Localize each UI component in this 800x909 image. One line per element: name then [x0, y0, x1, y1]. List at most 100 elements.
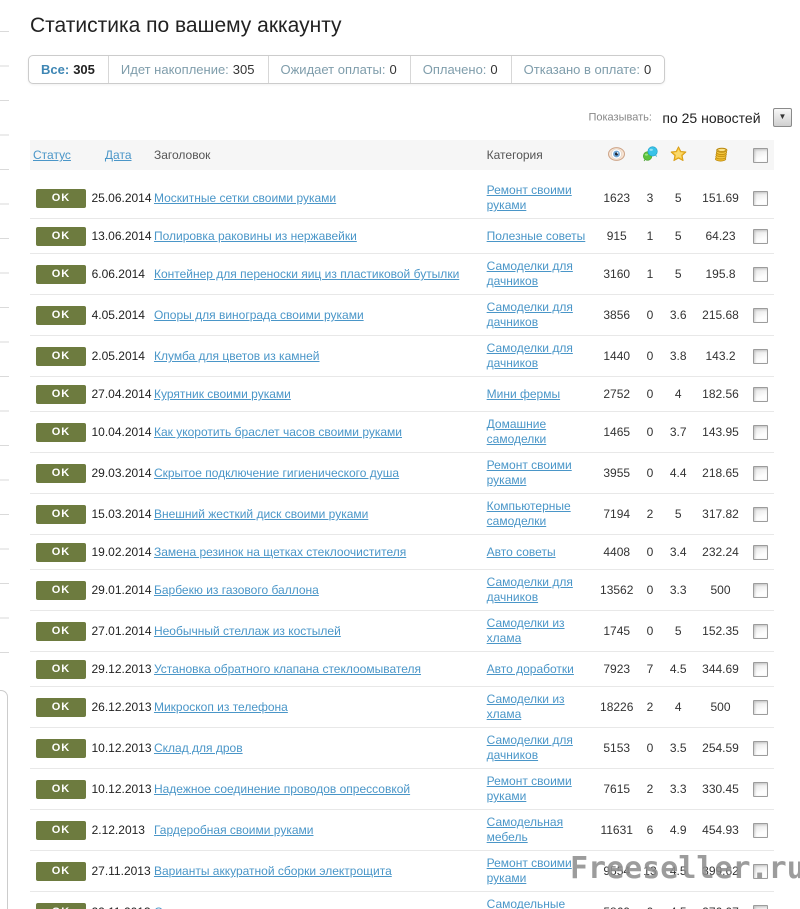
page-title: Статистика по вашему аккаунту: [30, 14, 342, 37]
row-date: 4.05.2014: [88, 294, 151, 336]
row-checkbox[interactable]: [753, 623, 769, 639]
rating-value: 4: [663, 376, 694, 412]
rating-value: 3.6: [663, 294, 694, 336]
views-count: 1745: [596, 610, 637, 652]
row-title-link[interactable]: Ставим диодные лампочки в кухонную вытяж…: [154, 905, 420, 909]
rating-value: 5: [663, 253, 694, 295]
row-title-link[interactable]: Опоры для винограда своими руками: [153, 308, 364, 322]
money-value: 254.59: [693, 727, 748, 769]
row-category-link[interactable]: Самоделки для дачников: [486, 733, 573, 762]
row-category-link[interactable]: Ремонт своими руками: [486, 774, 572, 803]
tab-label: Все:: [41, 62, 70, 77]
views-count: 7923: [596, 651, 637, 687]
comments-count: 0: [636, 891, 664, 909]
rating-value: 4.4: [663, 452, 694, 494]
row-checkbox[interactable]: [753, 190, 769, 206]
chevron-down-icon[interactable]: ▼: [773, 108, 792, 127]
row-checkbox[interactable]: [753, 582, 769, 598]
row-category-link[interactable]: Самоделки из хлама: [486, 692, 565, 721]
status-filter-tab[interactable]: Идет накопление: 305: [109, 56, 269, 83]
row-title-link[interactable]: Замена резинок на щетках стеклоочистител…: [153, 545, 407, 559]
row-category-link[interactable]: Компьютерные самоделки: [486, 499, 571, 528]
select-all-checkbox[interactable]: [753, 147, 769, 163]
row-category-link[interactable]: Домашние самоделки: [486, 417, 547, 446]
row-checkbox[interactable]: [753, 506, 769, 522]
money-value: 232.24: [693, 534, 748, 570]
row-checkbox[interactable]: [753, 863, 769, 879]
row-title-link[interactable]: Москитные сетки своими руками: [153, 191, 337, 205]
row-category-link[interactable]: Самодельная мебель: [486, 815, 564, 844]
row-title-link[interactable]: Гардеробная своими руками: [153, 823, 314, 837]
views-count: 11631: [596, 809, 637, 851]
row-checkbox[interactable]: [753, 465, 769, 481]
row-title-link[interactable]: Установка обратного клапана стеклоомыват…: [153, 662, 422, 676]
row-checkbox[interactable]: [753, 781, 769, 797]
row-checkbox[interactable]: [753, 307, 769, 323]
row-checkbox[interactable]: [753, 740, 769, 756]
row-checkbox[interactable]: [753, 822, 769, 838]
status-filter-tab[interactable]: Отказано в оплате: 0: [512, 56, 665, 83]
status-badge: OK: [36, 542, 86, 562]
views-count: 1440: [596, 335, 637, 377]
row-title-link[interactable]: Надежное соединение проводов опрессовкой: [153, 782, 411, 796]
status-badge: OK: [36, 861, 86, 881]
comments-count: 0: [636, 452, 664, 494]
row-date: 15.03.2014: [88, 493, 152, 535]
row-title-link[interactable]: Курятник своими руками: [153, 387, 291, 401]
row-checkbox[interactable]: [753, 661, 769, 677]
tab-label: Идет накопление:: [120, 62, 229, 77]
cropped-panel-edge: [0, 690, 8, 909]
row-category-link[interactable]: Самоделки для дачников: [486, 259, 573, 288]
row-checkbox[interactable]: [753, 424, 769, 440]
row-category-link[interactable]: Ремонт своими руками: [486, 458, 572, 487]
per-page-select[interactable]: по 25 новостей: [662, 109, 761, 126]
status-filter-tab[interactable]: Оплачено: 0: [411, 56, 512, 83]
row-category-link[interactable]: Самоделки для дачников: [486, 575, 573, 604]
table-body: OK 25.06.2014 Москитные сетки своими рук…: [30, 170, 774, 909]
row-title-link[interactable]: Микроскоп из телефона: [153, 700, 288, 714]
status-filter-tab[interactable]: Все: 305: [29, 56, 109, 83]
sort-status-link[interactable]: Статус: [33, 148, 71, 162]
row-title-link[interactable]: Скрытое подключение гигиенического душа: [153, 466, 400, 480]
row-checkbox[interactable]: [753, 228, 769, 244]
table-row: OK 10.12.2013 Надежное соединение провод…: [30, 768, 774, 810]
row-title-link[interactable]: Клумба для цветов из камней: [153, 349, 320, 363]
row-title-link[interactable]: Контейнер для переноски яиц из пластиков…: [153, 267, 460, 281]
status-filter-tab[interactable]: Ожидает оплаты: 0: [269, 56, 411, 83]
row-category-link[interactable]: Мини фермы: [486, 386, 561, 401]
row-checkbox[interactable]: [753, 544, 769, 560]
row-title-link[interactable]: Полировка раковины из нержавейки: [153, 229, 357, 243]
row-category-link[interactable]: Самоделки для дачников: [486, 341, 573, 370]
row-category-link[interactable]: Ремонт своими руками: [486, 183, 572, 212]
row-category-link[interactable]: Авто советы: [486, 544, 556, 559]
row-checkbox[interactable]: [753, 904, 769, 909]
row-title-link[interactable]: Склад для дров: [153, 741, 243, 755]
rating-value: 3.3: [663, 569, 694, 611]
row-checkbox[interactable]: [753, 386, 769, 402]
row-title-link[interactable]: Как укоротить браслет часов своими рукам…: [153, 425, 402, 439]
row-category-link[interactable]: Ремонт своими руками: [486, 856, 572, 885]
row-title-link[interactable]: Внешний жесткий диск своими руками: [153, 507, 369, 521]
row-date: 29.01.2014: [88, 569, 152, 611]
row-title-link[interactable]: Барбекю из газового баллона: [153, 583, 319, 597]
row-title-link[interactable]: Необычный стеллаж из костылей: [153, 624, 341, 638]
row-category-link[interactable]: Авто доработки: [486, 661, 574, 676]
row-category-link[interactable]: Полезные советы: [486, 228, 586, 243]
row-checkbox[interactable]: [753, 699, 769, 715]
table-row: OK 26.12.2013 Микроскоп из телефона Само…: [30, 686, 774, 728]
sort-date-link[interactable]: Дата: [104, 148, 132, 162]
views-count: 2752: [596, 376, 637, 412]
row-category-link[interactable]: Самоделки из хлама: [486, 616, 565, 645]
views-count: 5153: [596, 727, 637, 769]
row-checkbox[interactable]: [753, 348, 769, 364]
views-count: 4408: [596, 534, 637, 570]
stats-table: Статус Дата Заголовок Категория: [30, 140, 774, 909]
table-row: OK 22.11.2013 Ставим диодные лампочки в …: [30, 891, 774, 909]
row-checkbox[interactable]: [753, 266, 769, 282]
status-badge: OK: [36, 659, 86, 679]
row-date: 2.12.2013: [88, 809, 151, 851]
tab-count: 0: [490, 62, 498, 77]
row-category-link[interactable]: Самодельные светильники: [486, 897, 566, 909]
row-title-link[interactable]: Варианты аккуратной сборки электрощита: [153, 864, 392, 878]
row-category-link[interactable]: Самоделки для дачников: [486, 300, 573, 329]
